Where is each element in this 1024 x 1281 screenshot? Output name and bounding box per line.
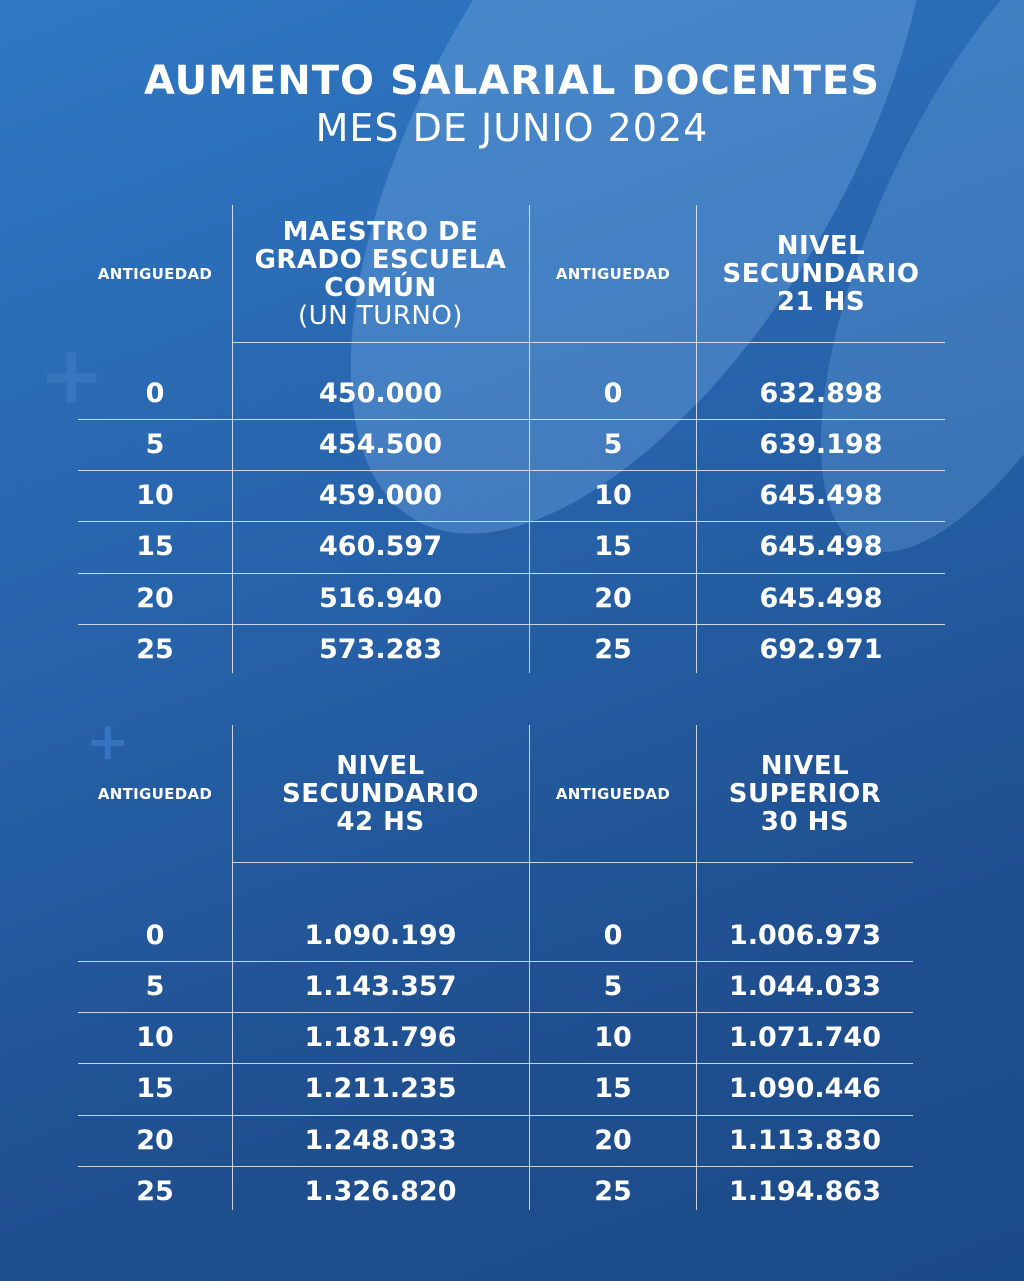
antiguedad-cell: 15 (594, 1073, 632, 1105)
salary-cell: 1.090.446 (728, 1073, 882, 1105)
antiguedad-cell: 20 (136, 1124, 174, 1156)
salary-cell: 516.940 (319, 582, 442, 614)
antiguedad-cell: 20 (594, 1124, 632, 1156)
salary-cell: 1.090.199 (304, 919, 457, 951)
antiguedad-header: ANTIGUEDAD (555, 264, 671, 283)
row-divider (78, 1063, 913, 1065)
column-header-line: 30 HS (760, 806, 850, 837)
page-subtitle: MES DE JUNIO 2024 (315, 106, 709, 150)
column-header-line: MAESTRO DE (282, 216, 479, 247)
antiguedad-cell: 25 (136, 634, 174, 665)
antiguedad-cell: 5 (603, 428, 623, 460)
salary-cell: 632.898 (759, 377, 883, 409)
row-divider (78, 521, 945, 523)
antiguedad-cell: 15 (594, 531, 632, 563)
column-header: NIVEL SUPERIOR 30 HS (697, 725, 913, 862)
column-header: NIVEL SECUNDARIO 42 HS (232, 725, 529, 862)
salary-table: ANTIGUEDAD MAESTRO DE GRADO ESCUELA COMÚN (U… (0, 205, 1024, 725)
antiguedad-cell: 0 (145, 919, 165, 951)
salary-cell: 1.143.357 (304, 970, 457, 1002)
antiguedad-header: ANTIGUEDAD (97, 784, 213, 803)
row-divider (78, 960, 913, 962)
antiguedad-cell: 20 (136, 582, 174, 614)
column-divider (529, 725, 530, 1210)
antiguedad-cell: 0 (603, 919, 623, 951)
antiguedad-cell: 25 (594, 634, 632, 665)
column-header-line: GRADO ESCUELA (254, 244, 507, 275)
salary-cell: 1.248.033 (304, 1124, 457, 1156)
salary-cell: 645.498 (759, 531, 883, 563)
plus-icon: + (38, 329, 106, 422)
salary-cell: 692.971 (759, 634, 883, 665)
antiguedad-cell: 25 (594, 1176, 632, 1207)
antiguedad-cell: 15 (136, 531, 174, 563)
antiguedad-cell: 20 (594, 582, 632, 614)
column-header-subline: (UN TURNO) (298, 300, 463, 331)
salary-cell: 460.597 (319, 531, 442, 563)
page-title: AUMENTO SALARIAL DOCENTES (143, 58, 881, 104)
column-divider (232, 205, 233, 673)
plus-icon: + (86, 712, 130, 772)
row-divider (78, 470, 945, 472)
antiguedad-header: ANTIGUEDAD (97, 264, 213, 283)
antiguedad-cell: 10 (136, 1022, 174, 1054)
row-divider (78, 418, 945, 420)
row-divider (78, 1166, 913, 1167)
header-divider (232, 342, 945, 343)
antiguedad-header: ANTIGUEDAD (555, 784, 671, 803)
row-divider (78, 1012, 913, 1014)
column-divider (232, 725, 233, 1210)
antiguedad-cell: 25 (136, 1176, 174, 1207)
salary-cell: 573.283 (319, 634, 442, 665)
salary-cell: 1.181.796 (304, 1022, 457, 1054)
antiguedad-cell: 15 (136, 1073, 174, 1105)
column-divider (696, 205, 697, 673)
salary-cell: 459.000 (319, 480, 442, 512)
salary-cell: 639.198 (759, 428, 883, 460)
column-header-line: SECUNDARIO (722, 258, 920, 289)
column-header-line: COMÚN (324, 272, 437, 303)
antiguedad-cell: 10 (594, 480, 632, 512)
column-header-line: NIVEL (760, 750, 850, 781)
salary-cell: 450.000 (319, 377, 442, 409)
column-header: MAESTRO DE GRADO ESCUELA COMÚN (UN TURNO) (232, 205, 529, 342)
salary-cell: 1.211.235 (304, 1073, 457, 1105)
antiguedad-cell: 5 (145, 428, 165, 460)
salary-cell: 645.498 (759, 582, 883, 614)
antiguedad-cell: 0 (145, 377, 165, 409)
row-divider (78, 572, 945, 574)
antiguedad-cell: 10 (594, 1022, 632, 1054)
salary-cell: 454.500 (319, 428, 442, 460)
column-divider (696, 725, 697, 1210)
column-header: NIVEL SECUNDARIO 21 HS (697, 205, 945, 342)
column-header-line: SECUNDARIO (282, 778, 479, 809)
salary-cell: 1.044.033 (728, 970, 882, 1002)
salary-cell: 1.194.863 (728, 1176, 882, 1207)
salary-cell: 1.113.830 (728, 1124, 882, 1156)
column-header-line: NIVEL (336, 750, 425, 781)
salary-cell: 1.326.820 (304, 1176, 457, 1207)
salary-table: ANTIGUEDAD NIVEL SECUNDARIO 42 HS 0 1.090.199… (0, 725, 1024, 1245)
column-header-line: NIVEL (776, 230, 866, 261)
column-header-line: 42 HS (336, 806, 425, 837)
antiguedad-cell: 5 (145, 970, 165, 1002)
column-divider (529, 205, 530, 673)
salary-cell: 1.006.973 (728, 919, 882, 951)
antiguedad-cell: 0 (603, 377, 623, 409)
salary-cell: 645.498 (759, 480, 883, 512)
row-divider (78, 624, 945, 625)
column-header-line: 21 HS (776, 286, 866, 317)
column-header-line: SUPERIOR (728, 778, 882, 809)
antiguedad-cell: 5 (603, 970, 623, 1002)
header-divider (232, 862, 913, 863)
antiguedad-cell: 10 (136, 480, 174, 512)
row-divider (78, 1114, 913, 1116)
salary-cell: 1.071.740 (728, 1022, 882, 1054)
